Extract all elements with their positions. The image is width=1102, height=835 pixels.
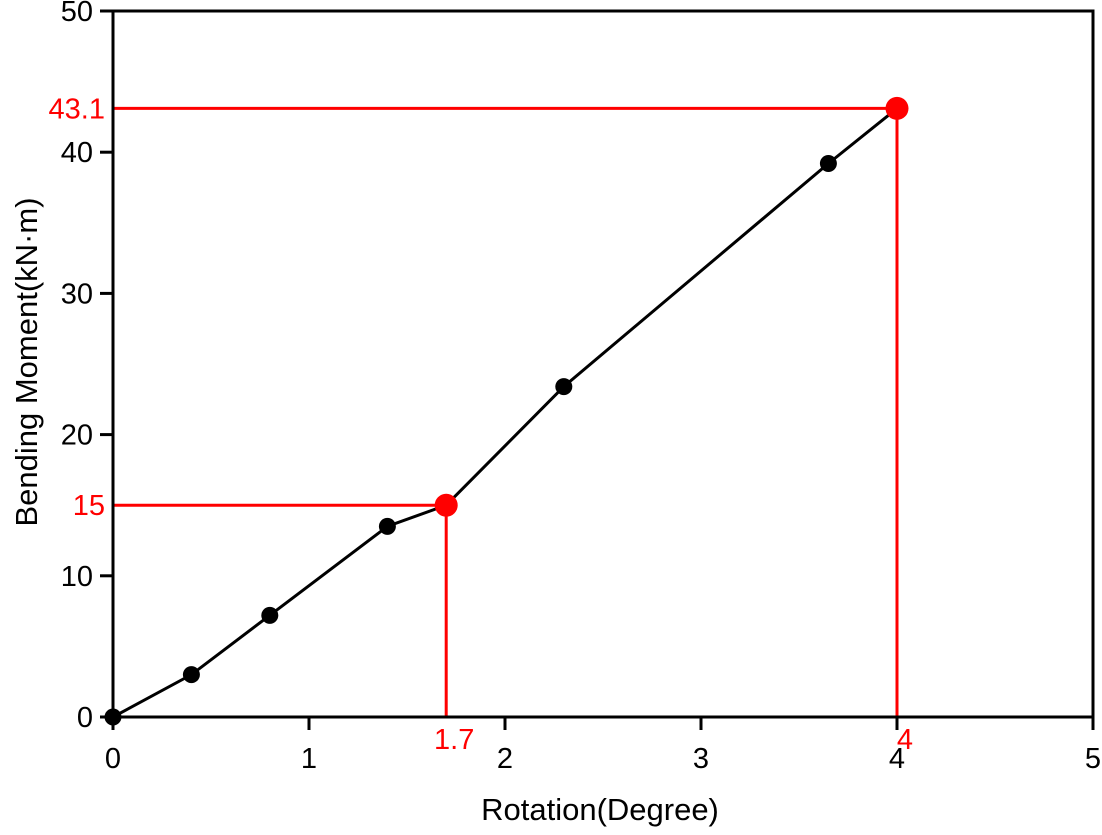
x-tick-label: 3 (693, 743, 709, 775)
data-point-marker (555, 378, 573, 396)
y-tick-label: 40 (61, 137, 93, 169)
x-axis-title: Rotation(Degree) (481, 792, 719, 827)
y-tick-label: 50 (61, 0, 93, 28)
y-tick-label: 30 (61, 278, 93, 310)
highlight-x-label: 1.7 (434, 724, 474, 756)
x-tick-label: 2 (497, 743, 513, 775)
highlight-marker (885, 96, 909, 120)
highlight-y-label: 15 (73, 490, 105, 522)
highlight-y-label: 43.1 (49, 93, 105, 125)
highlight-x-label: 4 (897, 724, 913, 756)
data-point-marker (819, 154, 837, 172)
x-tick-label: 5 (1085, 743, 1101, 775)
x-tick-label: 0 (105, 743, 121, 775)
data-point-marker (261, 606, 279, 624)
plot-border (111, 9, 1095, 719)
y-tick-label: 20 (61, 420, 93, 452)
data-point-marker (378, 517, 396, 535)
y-axis-title: Bending Moment(kN·m) (9, 197, 44, 527)
y-tick-label: 10 (61, 561, 93, 593)
series-line (112, 107, 898, 719)
x-tick-label: 1 (301, 743, 317, 775)
highlight-marker (434, 493, 458, 517)
x-tick-label: 4 (889, 743, 905, 775)
data-point-marker (182, 666, 200, 684)
y-tick-label: 0 (77, 702, 93, 734)
data-point-marker (104, 708, 122, 726)
